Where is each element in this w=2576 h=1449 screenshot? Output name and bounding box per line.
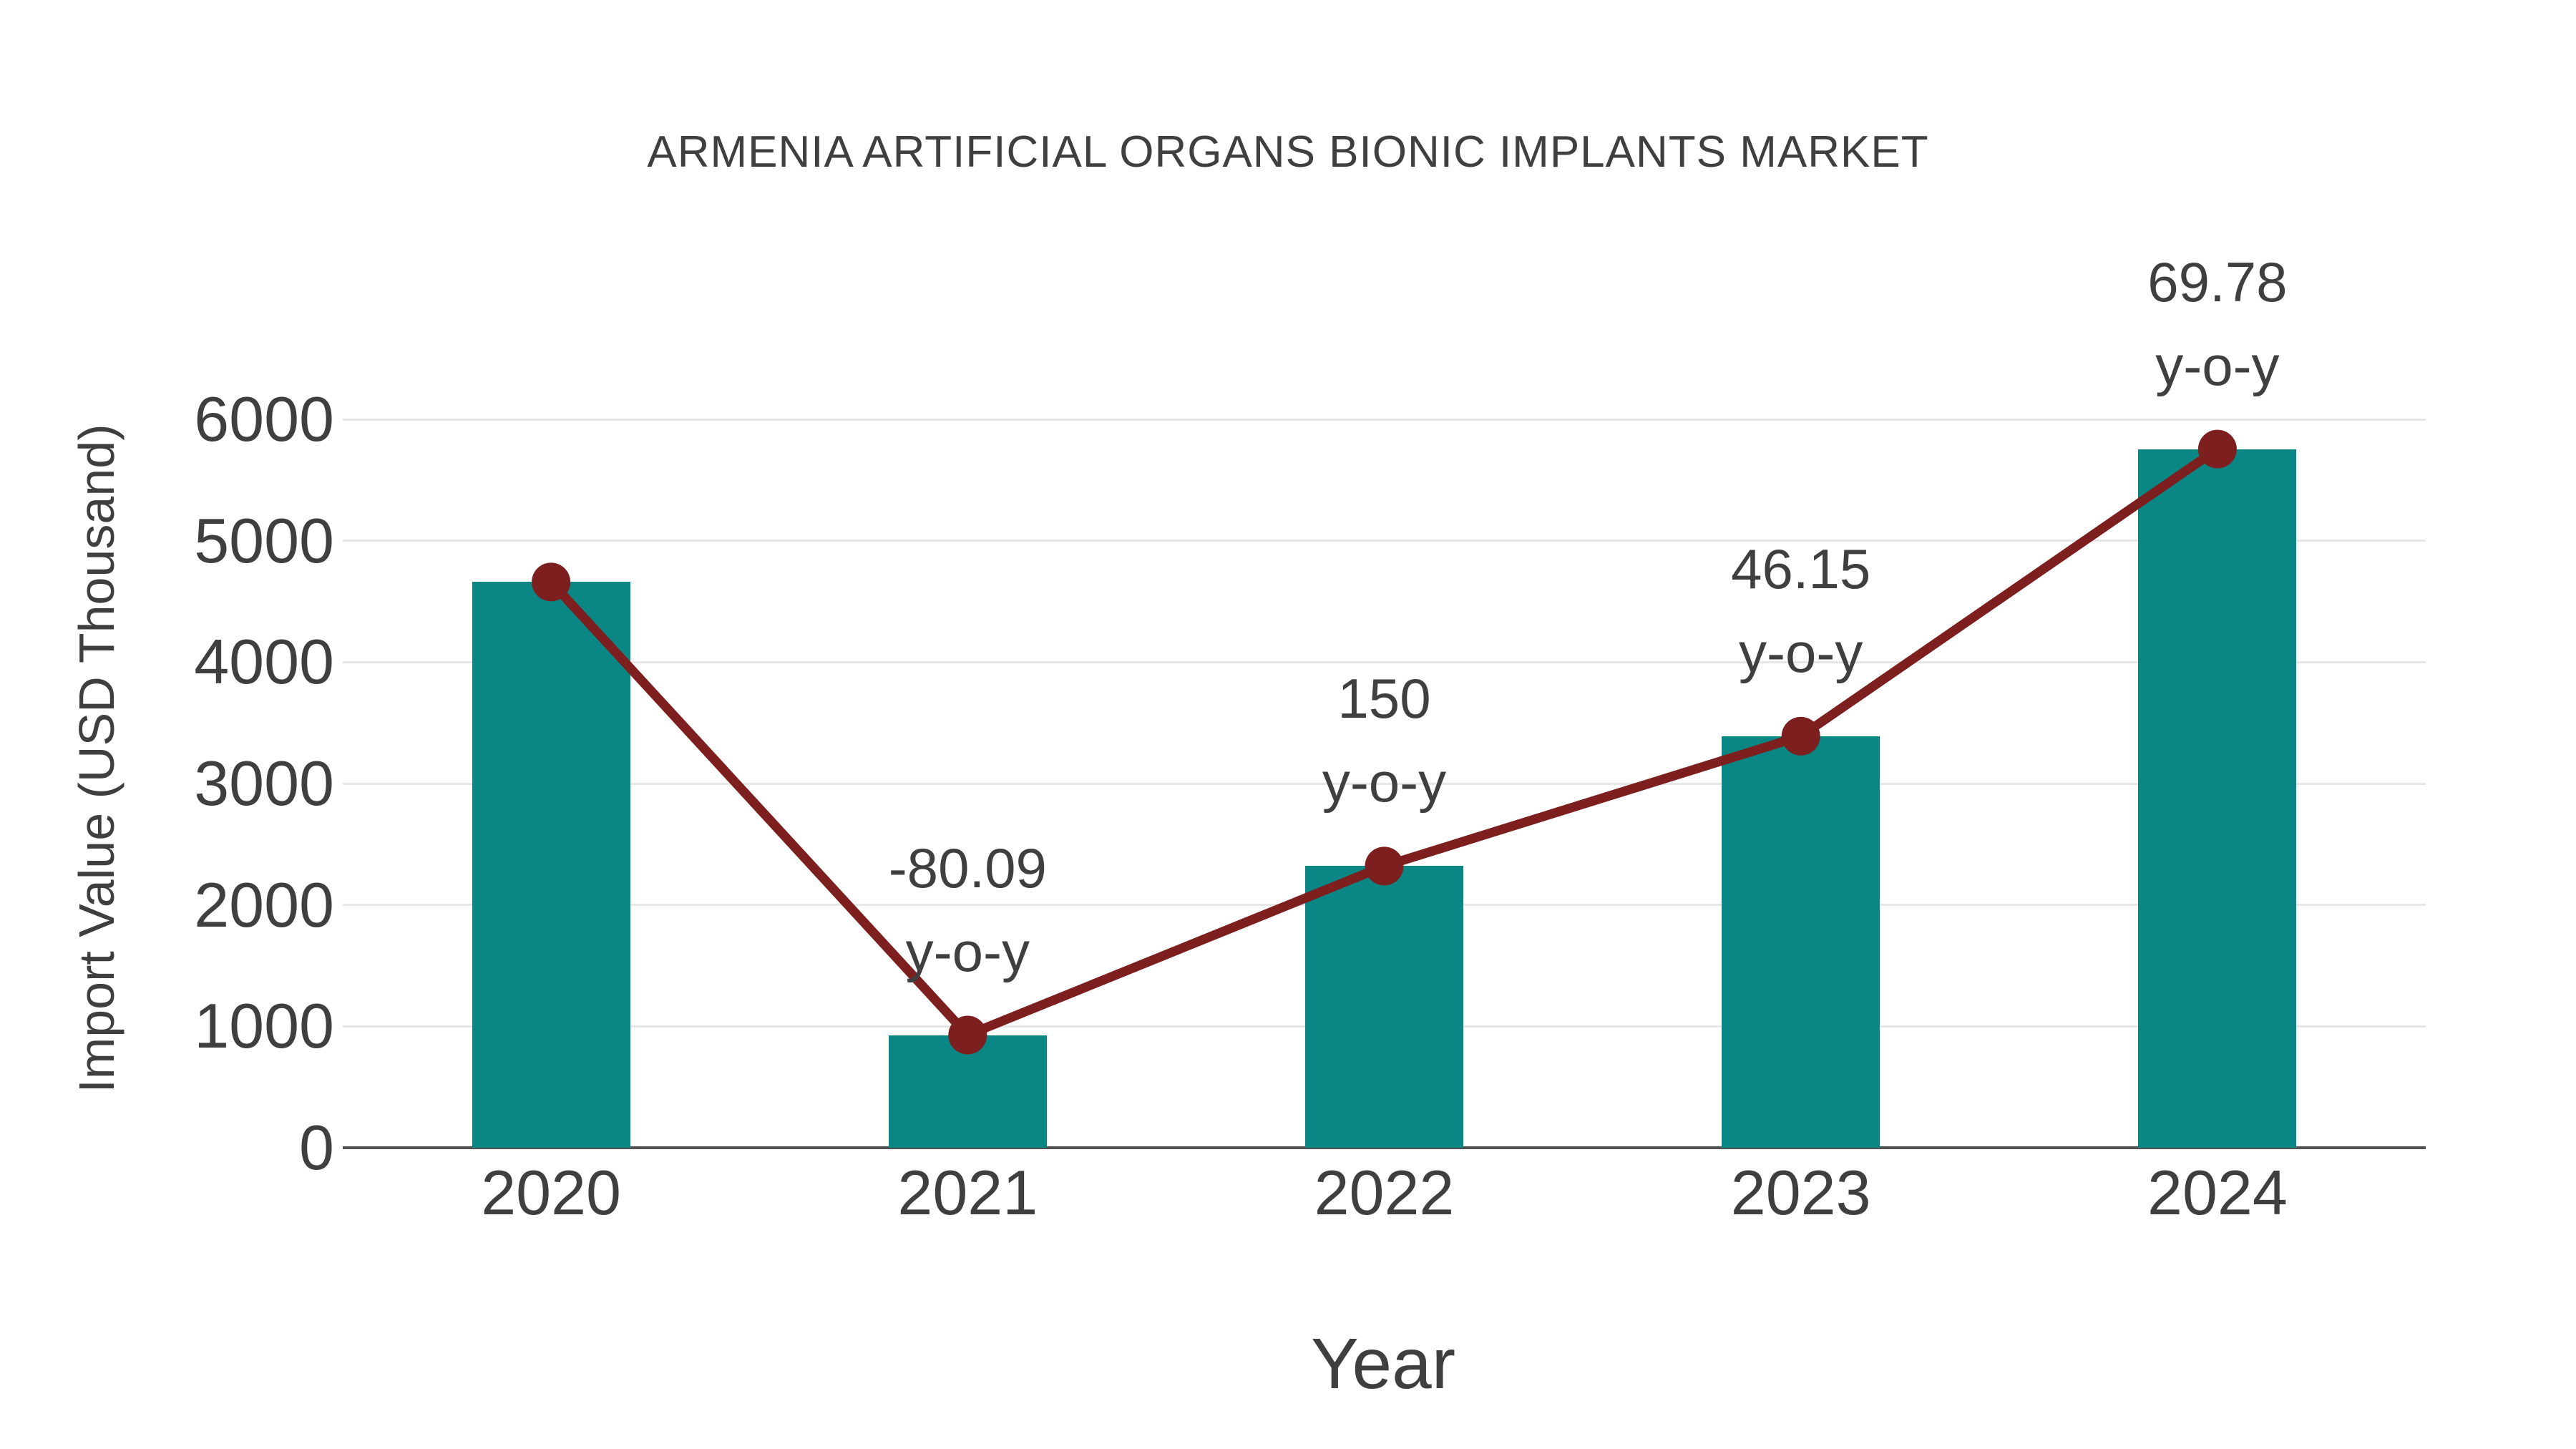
- y-tick-label: 5000: [194, 504, 334, 576]
- bar-2024: [2138, 449, 2297, 1148]
- bar-2020: [472, 582, 630, 1148]
- annotation-value-2023: 46.15: [1731, 537, 1871, 600]
- annotation-suffix-2024: y-o-y: [2155, 333, 2280, 397]
- y-tick-label: 1000: [194, 990, 334, 1062]
- x-axis-title: Year: [1310, 1324, 1456, 1404]
- line-point-2020: [532, 562, 571, 602]
- line-point-2024: [2197, 429, 2237, 469]
- y-tick-label: 0: [299, 1112, 334, 1183]
- line-point-2023: [1781, 716, 1820, 756]
- annotation-value-2021: -80.09: [888, 836, 1047, 899]
- annotation-suffix-2023: y-o-y: [1739, 620, 1863, 684]
- line-point-2022: [1365, 847, 1404, 886]
- y-gridline: [343, 782, 2426, 785]
- x-tick-label: 2023: [1730, 1157, 1871, 1228]
- bar-2023: [1722, 736, 1880, 1148]
- x-tick-label: 2024: [2147, 1157, 2288, 1228]
- trend-line: [547, 445, 2220, 1040]
- y-tick-label: 3000: [194, 748, 334, 819]
- bar-2022: [1305, 866, 1463, 1148]
- x-axis-line: [343, 1146, 2426, 1149]
- line-point-2021: [948, 1015, 987, 1055]
- chart-title: ARMENIA ARTIFICIAL ORGANS BIONIC IMPLANT…: [647, 127, 1929, 177]
- annotation-suffix-2022: y-o-y: [1322, 751, 1447, 814]
- x-tick-label: 2022: [1314, 1157, 1455, 1228]
- annotation-value-2024: 69.78: [2147, 250, 2288, 313]
- y-gridline: [343, 660, 2426, 663]
- y-tick-label: 6000: [194, 384, 334, 454]
- x-tick-label: 2020: [481, 1157, 621, 1228]
- y-gridline: [343, 540, 2426, 542]
- x-tick-label: 2021: [897, 1157, 1038, 1228]
- y-tick-label: 4000: [194, 626, 334, 698]
- annotation-value-2022: 150: [1337, 667, 1431, 731]
- y-gridline: [343, 418, 2426, 421]
- y-tick-label: 2000: [194, 869, 334, 940]
- annotation-suffix-2021: y-o-y: [905, 919, 1030, 983]
